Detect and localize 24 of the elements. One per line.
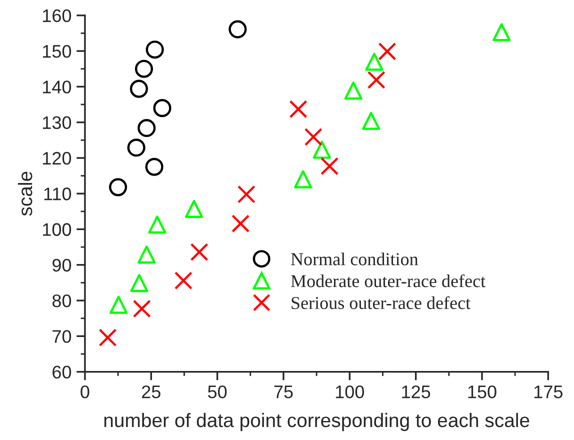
y-tick-label: 90 — [52, 258, 72, 272]
y-tick-label: 150 — [43, 44, 72, 58]
y-tick-label: 100 — [43, 223, 72, 236]
y-tick-label: 130 — [43, 116, 72, 130]
legend-label: Serious outer-race defect — [292, 296, 470, 310]
y-tick-label: 140 — [43, 80, 72, 94]
y-tick-label: 70 — [52, 330, 72, 343]
x-axis-title: number of data point corresponding to each scale — [104, 412, 530, 432]
legend-label: Normal condition — [291, 252, 418, 266]
y-tick-label: 60 — [52, 366, 72, 379]
x-tick-label: 125 — [402, 385, 430, 398]
x-tick-label: 50 — [208, 385, 227, 398]
y-axis-title: scale — [18, 172, 32, 216]
x-tick-label: 75 — [274, 386, 293, 398]
x-tick-label: 100 — [336, 385, 364, 398]
x-tick-label: 175 — [534, 386, 562, 398]
y-tick-label: 80 — [52, 294, 72, 308]
legend-label: Moderate outer-race defect — [291, 274, 486, 288]
x-tick-label: 150 — [468, 385, 496, 398]
x-tick-label: 25 — [142, 385, 160, 398]
y-tick-label: 110 — [44, 188, 72, 200]
x-tick-label: 0 — [80, 385, 90, 398]
y-tick-label: 160 — [43, 9, 72, 22]
y-tick-label: 120 — [43, 152, 72, 165]
